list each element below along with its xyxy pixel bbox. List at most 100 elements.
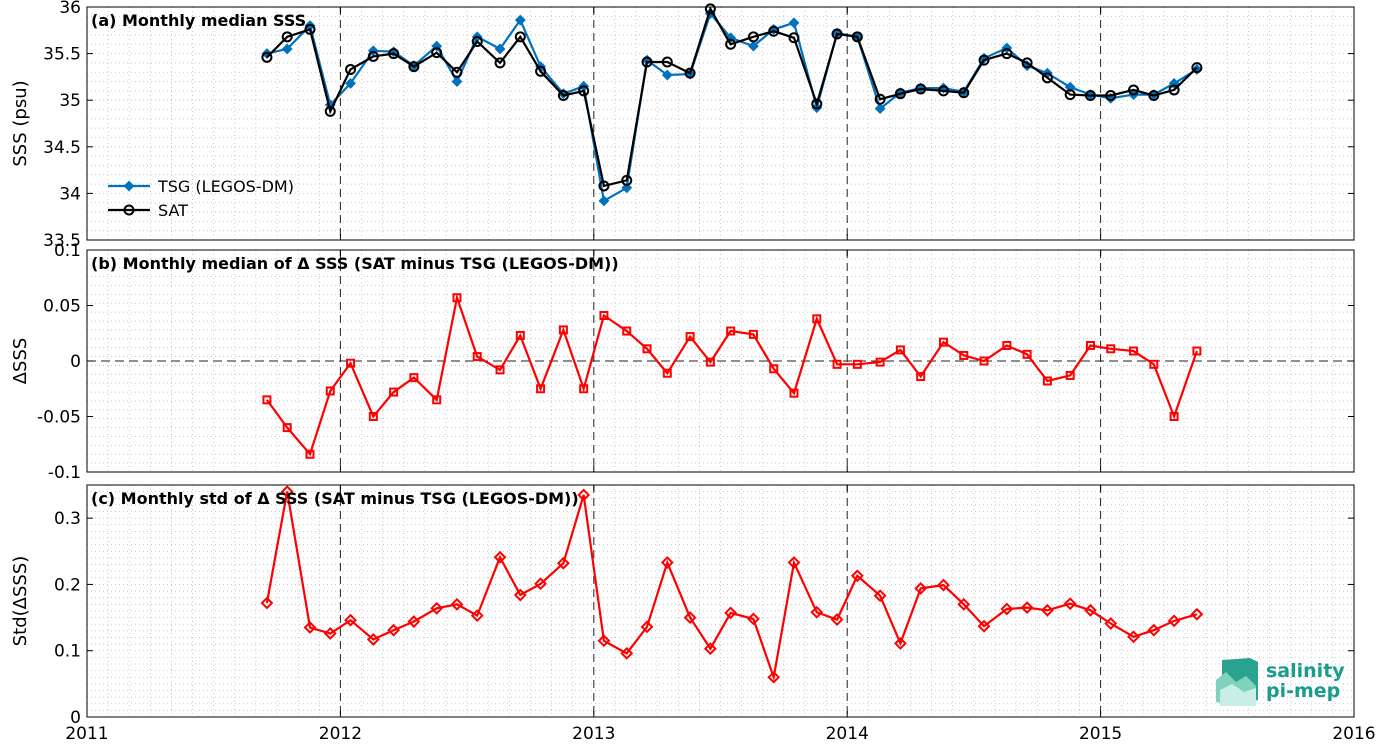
data-point [725, 38, 737, 50]
data-point [451, 66, 463, 78]
panel-title: (b) Monthly median of Δ SSS (SAT minus T… [91, 254, 619, 273]
data-point [1192, 346, 1202, 356]
data-point [1020, 601, 1034, 615]
data-point [281, 31, 293, 43]
data-point [344, 613, 357, 627]
data-point [407, 615, 421, 628]
axes-box [86, 484, 1355, 718]
data-point [873, 589, 887, 603]
logo-line-1: salinity [1266, 660, 1345, 682]
data-point [812, 314, 822, 324]
data-point [1064, 89, 1076, 101]
data-point [620, 646, 634, 660]
data-point [1147, 623, 1161, 637]
data-point [957, 597, 971, 611]
data-point [788, 32, 800, 44]
data-point [747, 612, 760, 626]
y-tick-label: 0.05 [43, 297, 81, 317]
data-point [1167, 614, 1181, 628]
data-point [280, 485, 294, 499]
data-point [598, 195, 610, 207]
data-point [367, 50, 379, 62]
data-point [1104, 617, 1118, 630]
series-1 [260, 485, 1204, 684]
legend-marker [123, 180, 135, 192]
data-point [470, 609, 484, 622]
data-point [661, 69, 673, 81]
data-point [1084, 603, 1097, 617]
data-point [662, 368, 672, 378]
y-axis-label: ΔSSS [10, 338, 31, 385]
data-point [345, 78, 356, 89]
data-point [852, 359, 862, 369]
logo-graphic [1216, 658, 1258, 706]
series-2 [261, 3, 1203, 192]
y-tick-label: 33.5 [43, 231, 81, 251]
data-point [977, 619, 991, 633]
data-point [875, 357, 885, 367]
data-point [811, 98, 823, 110]
data-point [621, 182, 633, 194]
data-point [830, 613, 844, 626]
data-point [388, 48, 400, 60]
data-point [450, 597, 464, 611]
y-tick-label: 0.2 [54, 575, 81, 595]
x-tick-label: 2016 [1332, 724, 1375, 744]
data-point [494, 43, 506, 55]
data-point [1169, 412, 1179, 421]
data-point [514, 31, 526, 43]
y-tick-label: 0.3 [54, 509, 81, 529]
data-point [514, 14, 526, 26]
panel-2: -0.1 -0.05 0 0.05 0.1 ΔSSS (b) Monthly median … [10, 241, 1355, 483]
data-point [705, 357, 715, 367]
x-tick-label: 2014 [826, 724, 869, 744]
data-point [1084, 90, 1096, 102]
data-point [747, 31, 759, 43]
data-point [1149, 359, 1159, 369]
data-point [683, 611, 697, 624]
data-point [597, 634, 611, 648]
data-point [1063, 597, 1077, 611]
y-tick-label: 36 [59, 0, 81, 18]
data-point [895, 345, 905, 355]
data-point [303, 621, 317, 634]
data-point [938, 337, 948, 347]
data-point [471, 35, 483, 47]
data-point [748, 329, 758, 339]
axes-box [86, 6, 1355, 241]
data-point [557, 90, 569, 102]
data-point [1127, 630, 1140, 644]
data-point [914, 581, 928, 595]
data-point [850, 569, 864, 583]
data-point [893, 637, 907, 650]
x-tick-label: 2011 [65, 724, 108, 744]
data-point [787, 556, 801, 569]
data-point [513, 588, 527, 602]
data-point [726, 326, 736, 336]
series-line [266, 293, 1198, 457]
logo-line-2: pi-mep [1266, 680, 1340, 702]
data-point [1128, 84, 1140, 96]
data-point [874, 103, 886, 115]
x-tick-label: 2012 [319, 724, 362, 744]
y-tick-label: -0.05 [37, 408, 81, 428]
data-point [621, 174, 633, 186]
data-point [685, 332, 695, 342]
series-line [265, 491, 1198, 682]
data-point [493, 550, 507, 564]
data-point [260, 596, 274, 610]
y-axis-label: SSS (psu) [10, 80, 31, 166]
data-point [937, 85, 949, 97]
data-point [558, 325, 568, 335]
data-point [684, 67, 696, 79]
data-point [452, 293, 462, 303]
data-point [368, 412, 378, 421]
data-point [661, 56, 673, 68]
data-point [978, 54, 990, 66]
x-tick-label: 2015 [1079, 724, 1122, 744]
logo: salinity pi-mep [1216, 658, 1345, 706]
x-tick-label: 2013 [572, 724, 615, 744]
data-point [789, 388, 799, 398]
data-point [534, 577, 548, 591]
data-point [1106, 344, 1116, 354]
